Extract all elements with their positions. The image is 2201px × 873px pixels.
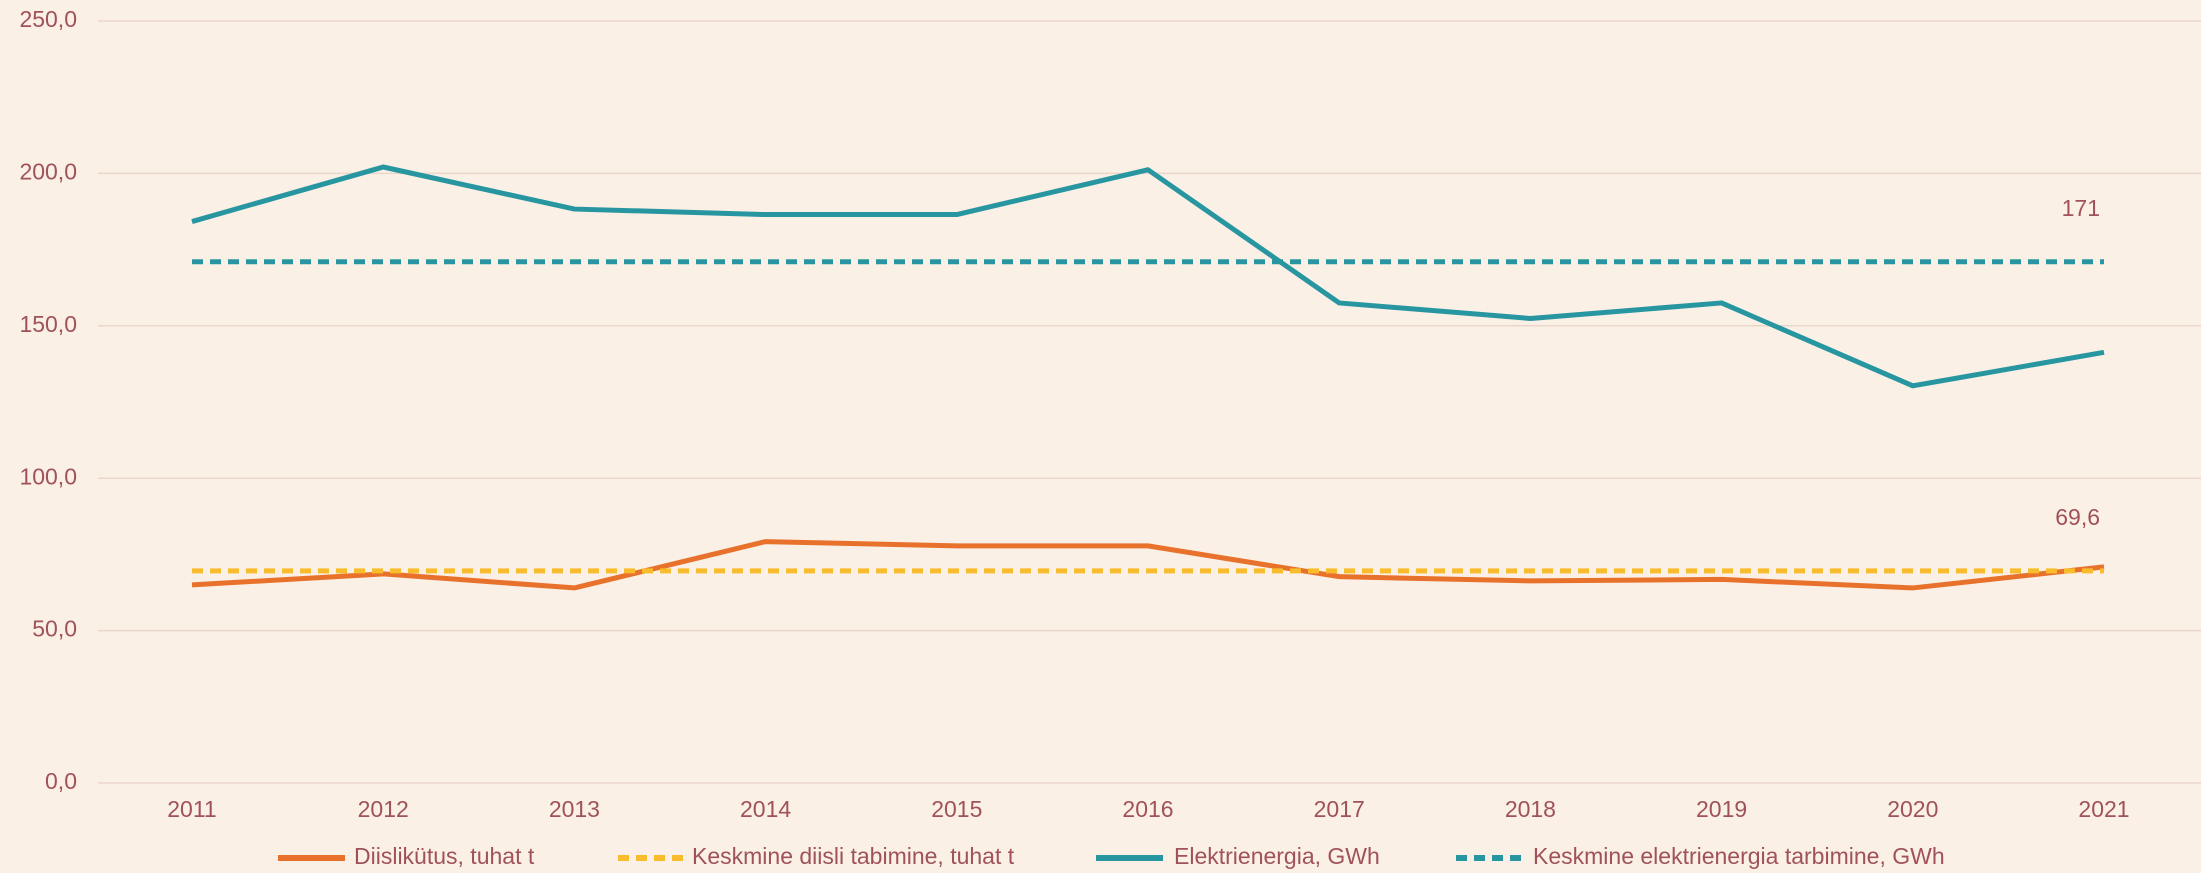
x-tick-label: 2019 [1696, 796, 1747, 822]
series-line [191, 164, 2105, 389]
legend-label: Keskmine diisli tabimine, tuhat t [692, 843, 1015, 869]
x-tick-label: 2020 [1887, 796, 1938, 822]
data-label: 69,6 [2055, 504, 2100, 530]
x-tick-label: 2021 [2078, 796, 2129, 822]
y-tick-label: 50,0 [32, 616, 77, 642]
legend-label: Elektrienergia, GWh [1174, 843, 1380, 869]
y-tick-label: 250,0 [19, 6, 77, 32]
y-tick-label: 100,0 [19, 463, 77, 489]
x-tick-label: 2016 [1122, 796, 1173, 822]
x-tick-label: 2013 [549, 796, 600, 822]
x-tick-label: 2012 [358, 796, 409, 822]
y-tick-label: 150,0 [19, 311, 77, 337]
legend-label: Diislikütus, tuhat t [354, 843, 535, 869]
series-line [191, 539, 2105, 591]
x-tick-label: 2018 [1505, 796, 1556, 822]
legend-label: Keskmine elektrienergia tarbimine, GWh [1533, 843, 1945, 869]
x-tick-label: 2017 [1314, 796, 1365, 822]
y-tick-label: 0,0 [45, 768, 77, 794]
y-tick-label: 200,0 [19, 158, 77, 184]
x-tick-label: 2014 [740, 796, 791, 822]
data-label: 171 [2062, 195, 2100, 221]
x-tick-label: 2015 [931, 796, 982, 822]
x-tick-label: 2011 [167, 796, 216, 822]
